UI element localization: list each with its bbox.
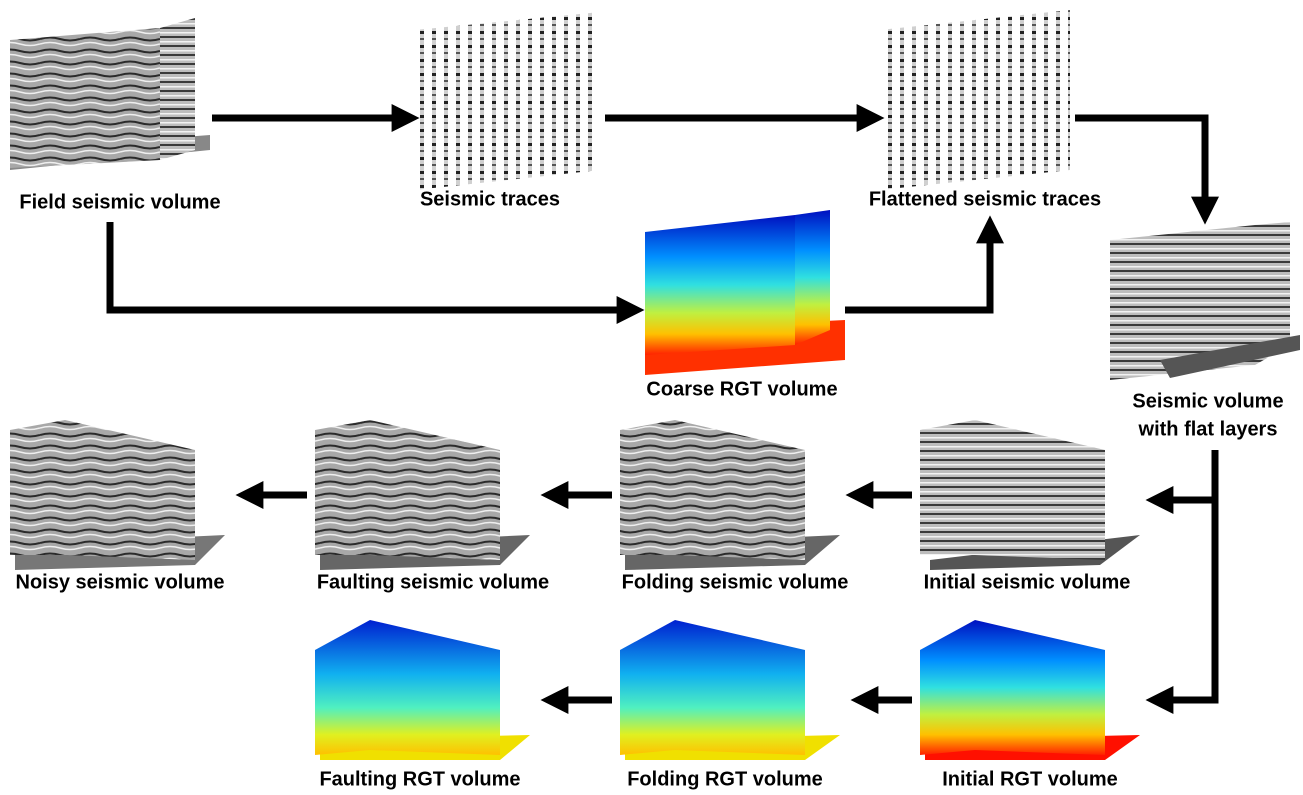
node-label: Faulting seismic volume bbox=[317, 571, 549, 593]
arrow bbox=[845, 235, 990, 310]
node-label: Seismic traces bbox=[420, 188, 560, 210]
coarse-rgt-image bbox=[645, 210, 845, 375]
arrow bbox=[110, 222, 625, 310]
node-label: Field seismic volume bbox=[19, 191, 220, 213]
initial-seismic-image bbox=[920, 420, 1140, 570]
node-label: Folding RGT volume bbox=[627, 768, 823, 790]
node-label: Initial RGT volume bbox=[942, 768, 1118, 790]
initial-rgt-image bbox=[920, 620, 1140, 760]
node-label: Noisy seismic volume bbox=[16, 571, 225, 593]
folding-seismic-image bbox=[620, 420, 840, 570]
folding-rgt-image bbox=[620, 620, 840, 760]
faulting-rgt-image bbox=[315, 620, 530, 760]
node-label: Seismic volume bbox=[1132, 390, 1283, 412]
flattened-traces-image bbox=[880, 10, 1070, 190]
node-label: Coarse RGT volume bbox=[646, 378, 837, 400]
arrow bbox=[1165, 450, 1215, 700]
node-label: Faulting RGT volume bbox=[319, 768, 520, 790]
seismic-traces-image bbox=[415, 12, 600, 190]
node-label: Folding seismic volume bbox=[622, 571, 849, 593]
node-label: Flattened seismic traces bbox=[869, 188, 1101, 210]
flat-layers-image bbox=[1110, 222, 1300, 380]
node-label: with flat layers bbox=[1138, 418, 1278, 440]
field-seismic-image bbox=[10, 18, 210, 170]
faulting-seismic-image bbox=[315, 420, 530, 570]
noisy-seismic-image bbox=[10, 420, 225, 570]
workflow-diagram: Field seismic volume Seismic traces Flat… bbox=[0, 0, 1303, 795]
node-label: Initial seismic volume bbox=[924, 571, 1131, 593]
